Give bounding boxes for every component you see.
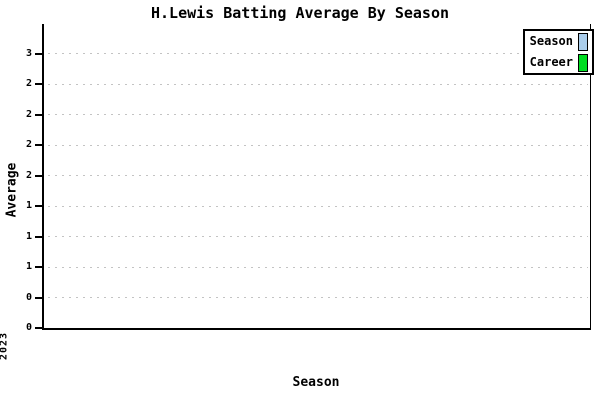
- y-tick-label: 0: [25, 322, 32, 333]
- y-tick-label: 1: [25, 200, 32, 211]
- gridline: [48, 83, 588, 85]
- chart-title: H.Lewis Batting Average By Season: [150, 4, 449, 22]
- y-tick-label: 0: [25, 291, 32, 303]
- y-tick-mark: [35, 327, 42, 329]
- y-tick-mark: [35, 144, 42, 146]
- plot-area: 3 2 2 2 2 1 1 1 0 0: [26, 24, 591, 333]
- gridline: [48, 53, 588, 54]
- y-tick-mark: [35, 113, 42, 116]
- gridline: [48, 175, 588, 176]
- legend-item-career: Career: [529, 53, 588, 72]
- y-tick-mark: [35, 266, 42, 268]
- y-tick-mark: [35, 52, 42, 55]
- y-tick-label: 2: [25, 169, 32, 181]
- y-tick-mark: [35, 296, 42, 299]
- x-tick-label-2023: 2023: [0, 331, 10, 361]
- gridline: [48, 144, 588, 146]
- y-tick-mark: [35, 174, 42, 177]
- gridline: [48, 236, 588, 237]
- gridline: [48, 205, 588, 207]
- gridline: [48, 297, 588, 298]
- legend-label: Career: [529, 55, 573, 69]
- y-tick-label: 2: [25, 139, 32, 150]
- legend-swatch-career: [578, 53, 588, 72]
- y-tick-mark: [35, 83, 42, 85]
- gridline: [48, 114, 588, 115]
- y-tick-label: 2: [25, 108, 32, 120]
- y-tick-mark: [35, 235, 42, 238]
- y-tick-mark: [35, 205, 42, 207]
- legend-item-season: Season: [529, 32, 588, 51]
- x-axis-title: Season: [292, 375, 340, 390]
- legend-label: Season: [529, 34, 573, 48]
- y-tick-label: 3: [25, 47, 32, 59]
- legend: Season Career: [523, 29, 594, 75]
- y-tick-label: 2: [25, 78, 32, 89]
- y-tick-label: 1: [25, 261, 32, 272]
- y-tick-label: 1: [25, 230, 32, 242]
- gridline: [48, 266, 588, 268]
- legend-swatch-season: [578, 32, 588, 51]
